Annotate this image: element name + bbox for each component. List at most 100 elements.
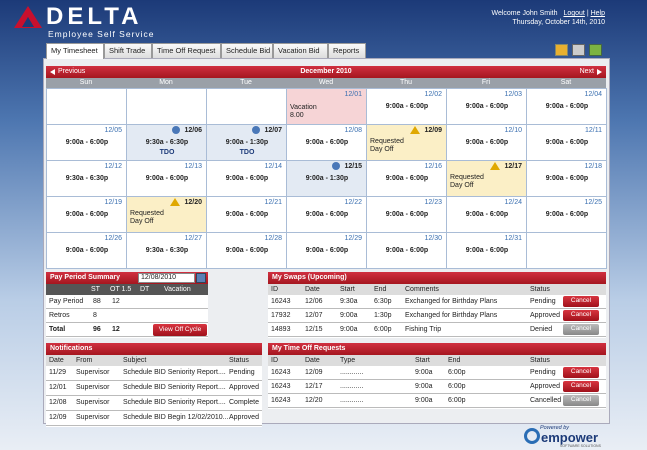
cancel-button[interactable]: Cancel bbox=[563, 310, 599, 321]
table-cell: 9:00a bbox=[340, 312, 358, 319]
day-cell[interactable]: 12/25 9:00a - 6:00p bbox=[526, 196, 607, 233]
column-header: Date bbox=[305, 286, 320, 293]
day-cell[interactable]: 12/21 9:00a - 6:00p bbox=[206, 196, 287, 233]
table-row bbox=[268, 309, 606, 323]
day-cell[interactable]: 12/29 9:00a - 6:00p bbox=[286, 232, 367, 269]
day-cell[interactable]: 12/17 Requested Day Off bbox=[446, 160, 527, 197]
day-cell[interactable]: 12/08 9:00a - 6:00p bbox=[286, 124, 367, 161]
day-cell[interactable]: 12/14 9:00a - 6:00p bbox=[206, 160, 287, 197]
day-cell[interactable]: 12/23 9:00a - 6:00p bbox=[366, 196, 447, 233]
table-cell: 6:00p bbox=[448, 397, 466, 404]
day-date: 12/30 bbox=[424, 235, 442, 242]
tab[interactable]: Vacation Bid bbox=[273, 43, 328, 58]
table-row bbox=[46, 411, 262, 426]
time_off-title: My Time Off Requests bbox=[268, 343, 606, 355]
day-cell[interactable]: 12/02 9:00a - 6:00p bbox=[366, 88, 447, 125]
cancel-button[interactable]: Cancel bbox=[563, 381, 599, 392]
day-cell[interactable]: 12/10 9:00a - 6:00p bbox=[446, 124, 527, 161]
day-date: 12/11 bbox=[585, 127, 602, 134]
day-cell[interactable]: 12/06 9:30a - 6:30p TDO bbox=[126, 124, 207, 161]
table-cell: Fishing Trip bbox=[405, 326, 442, 333]
previous-button[interactable]: Previous bbox=[50, 68, 85, 75]
day-cell[interactable]: 12/20 Requested Day Off bbox=[126, 196, 207, 233]
day-cell[interactable]: 12/09 Requested Day Off bbox=[366, 124, 447, 161]
day-date: 12/08 bbox=[344, 127, 362, 134]
day-cell[interactable]: 12/15 9:00a - 1:30p bbox=[286, 160, 367, 197]
table-cell: 12/09 bbox=[49, 414, 67, 421]
table-cell: 12/06 bbox=[305, 298, 323, 305]
table-row bbox=[46, 323, 208, 337]
tab[interactable]: Schedule Bid bbox=[221, 43, 273, 58]
day-cell[interactable]: 12/30 9:00a - 6:00p bbox=[366, 232, 447, 269]
shift-time: 9:00a - 1:30p bbox=[225, 139, 269, 146]
day-cell[interactable]: 12/04 9:00a - 6:00p bbox=[526, 88, 607, 125]
next-arrow bbox=[597, 69, 602, 75]
column-header: OT 1.5 bbox=[110, 286, 132, 293]
day-cell[interactable]: 12/01 Vacation 8.00 bbox=[286, 88, 367, 125]
tdo-tag: TDO bbox=[159, 149, 175, 156]
day-cell[interactable]: 12/07 9:00a - 1:30p TDO bbox=[206, 124, 287, 161]
shift-time: 9:00a - 6:00p bbox=[545, 175, 589, 182]
shift-time: 9:00a - 6:00p bbox=[465, 103, 509, 110]
day-cell[interactable]: 12/03 9:00a - 6:00p bbox=[446, 88, 527, 125]
day-cell[interactable]: 12/27 9:30a - 6:30p bbox=[126, 232, 207, 269]
day-cell[interactable]: 12/24 9:00a - 6:00p bbox=[446, 196, 527, 233]
day-cell[interactable]: 12/26 9:00a - 6:00p bbox=[46, 232, 127, 269]
shift-time: 9:00a - 6:00p bbox=[305, 211, 349, 218]
welcome-text: Welcome John Smith bbox=[491, 10, 558, 17]
view-off-cycle-button[interactable]: View Off Cycle bbox=[153, 324, 207, 336]
table-cell: 1:30p bbox=[374, 312, 392, 319]
day-cell[interactable]: 12/31 9:00a - 6:00p bbox=[446, 232, 527, 269]
table-cell: ............ bbox=[340, 369, 364, 376]
day-date: 12/02 bbox=[424, 91, 442, 98]
table-row bbox=[268, 366, 606, 380]
help-link[interactable]: Help bbox=[590, 10, 605, 17]
day-date: 12/09 bbox=[424, 127, 442, 134]
warning-icon bbox=[170, 198, 180, 206]
cancel-button[interactable]: Cancel bbox=[563, 367, 599, 378]
table-cell: 12/20 bbox=[305, 397, 323, 404]
tab[interactable]: Time Off Request bbox=[152, 43, 221, 58]
table-cell: 9:00a bbox=[415, 383, 433, 390]
notifications-header-row bbox=[46, 355, 262, 366]
day-hours: 8.00 bbox=[290, 112, 304, 119]
toolbar-icon-print[interactable] bbox=[572, 44, 585, 56]
next-button[interactable]: Next bbox=[580, 68, 602, 75]
day-cell[interactable]: 12/18 9:00a - 6:00p bbox=[526, 160, 607, 197]
day-cell[interactable]: 12/13 9:00a - 6:00p bbox=[126, 160, 207, 197]
cancel-button[interactable]: Cancel bbox=[563, 296, 599, 307]
day-cell[interactable]: 12/05 9:00a - 6:00p bbox=[46, 124, 127, 161]
day-date: 12/31 bbox=[504, 235, 522, 242]
tab[interactable]: Reports bbox=[328, 43, 366, 58]
table-row bbox=[268, 323, 606, 337]
day-cell[interactable]: 12/22 9:00a - 6:00p bbox=[286, 196, 367, 233]
day-cell[interactable]: 12/16 9:00a - 6:00p bbox=[366, 160, 447, 197]
column-header: From bbox=[76, 357, 93, 364]
shift-time: 9:00a - 6:00p bbox=[225, 211, 269, 218]
swaps-header-row bbox=[268, 284, 606, 295]
day-date: 12/06 bbox=[184, 127, 202, 134]
column-header: Status bbox=[530, 286, 550, 293]
day-cell[interactable]: 12/28 9:00a - 6:00p bbox=[206, 232, 287, 269]
day-cell bbox=[46, 88, 127, 125]
toolbar-icon-export[interactable] bbox=[555, 44, 568, 56]
table-cell: Approved bbox=[530, 312, 560, 319]
date-input[interactable]: 12/08/2010 bbox=[138, 273, 195, 283]
day-date: 12/14 bbox=[264, 163, 282, 170]
cancel-button: Cancel bbox=[563, 324, 599, 335]
toolbar-icon-help[interactable] bbox=[589, 44, 602, 56]
day-cell[interactable]: 12/12 9:30a - 6:30p bbox=[46, 160, 127, 197]
logo-subtitle: Employee Self Service bbox=[48, 29, 155, 39]
table-cell: ............ bbox=[340, 397, 364, 404]
row-label: Pay Period bbox=[49, 298, 84, 305]
day-cell[interactable]: 12/19 9:00a - 6:00p bbox=[46, 196, 127, 233]
tab[interactable]: My Timesheet bbox=[46, 43, 104, 59]
pay-period-header-row bbox=[46, 284, 208, 295]
date-picker-icon[interactable] bbox=[196, 273, 206, 283]
logout-link[interactable]: Logout bbox=[563, 10, 585, 17]
table-cell: 12/17 bbox=[305, 383, 323, 390]
table-cell: 12 bbox=[112, 326, 120, 333]
column-header: Status bbox=[530, 357, 550, 364]
day-cell[interactable]: 12/11 9:00a - 6:00p bbox=[526, 124, 607, 161]
tab[interactable]: Shift Trade bbox=[104, 43, 152, 58]
